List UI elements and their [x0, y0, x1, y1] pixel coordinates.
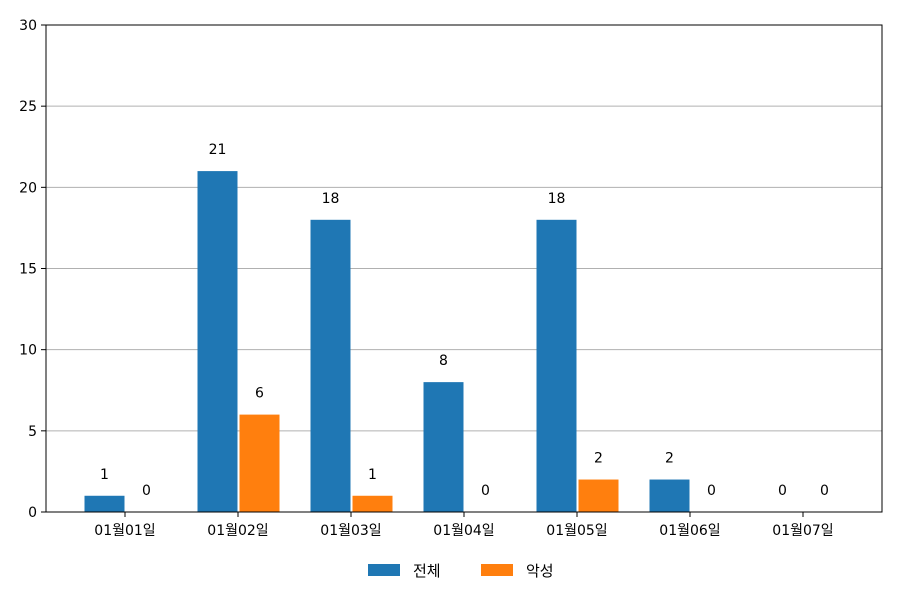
bar-series2-2 [352, 495, 393, 512]
y-tick-label: 5 [28, 424, 37, 440]
data-label: 2 [594, 451, 603, 467]
x-tick-label: 01월02일 [207, 523, 268, 539]
bar-series1-4 [536, 219, 577, 513]
data-label: 1 [368, 467, 377, 483]
data-label: 1 [100, 467, 109, 483]
x-tick-label: 01월03일 [320, 523, 381, 539]
x-tick-label: 01월06일 [659, 523, 720, 539]
data-label: 6 [255, 386, 264, 402]
y-tick-label: 10 [19, 343, 37, 359]
data-label: 21 [209, 142, 227, 158]
data-label: 0 [142, 483, 151, 499]
bar-series2-1 [239, 414, 280, 512]
data-label: 2 [665, 451, 674, 467]
y-tick-label: 20 [19, 180, 37, 196]
bar-series1-1 [197, 171, 238, 512]
bar-series2-4 [578, 479, 619, 512]
data-label: 0 [820, 483, 829, 499]
x-tick-label: 01월04일 [433, 523, 494, 539]
data-label: 0 [778, 483, 787, 499]
legend-label: 악성 [526, 562, 554, 580]
y-tick-label: 15 [19, 262, 37, 278]
bar-series1-0 [84, 495, 125, 512]
data-label: 0 [707, 483, 716, 499]
y-tick-label: 0 [28, 505, 37, 521]
bar-series1-5 [649, 479, 690, 512]
data-label: 18 [322, 191, 340, 207]
data-label: 0 [481, 483, 490, 499]
data-label: 8 [439, 353, 448, 369]
x-tick-label: 01월05일 [546, 523, 607, 539]
bar-series1-3 [423, 382, 464, 512]
x-tick-label: 01월07일 [772, 523, 833, 539]
data-label: 18 [548, 191, 566, 207]
legend-swatch [368, 564, 400, 576]
bar-series1-2 [310, 219, 351, 513]
y-tick-label: 25 [19, 99, 37, 115]
x-tick-label: 01월01일 [94, 523, 155, 539]
legend-label: 전체 [413, 562, 441, 580]
y-tick-label: 30 [19, 18, 37, 34]
legend-swatch [481, 564, 513, 576]
